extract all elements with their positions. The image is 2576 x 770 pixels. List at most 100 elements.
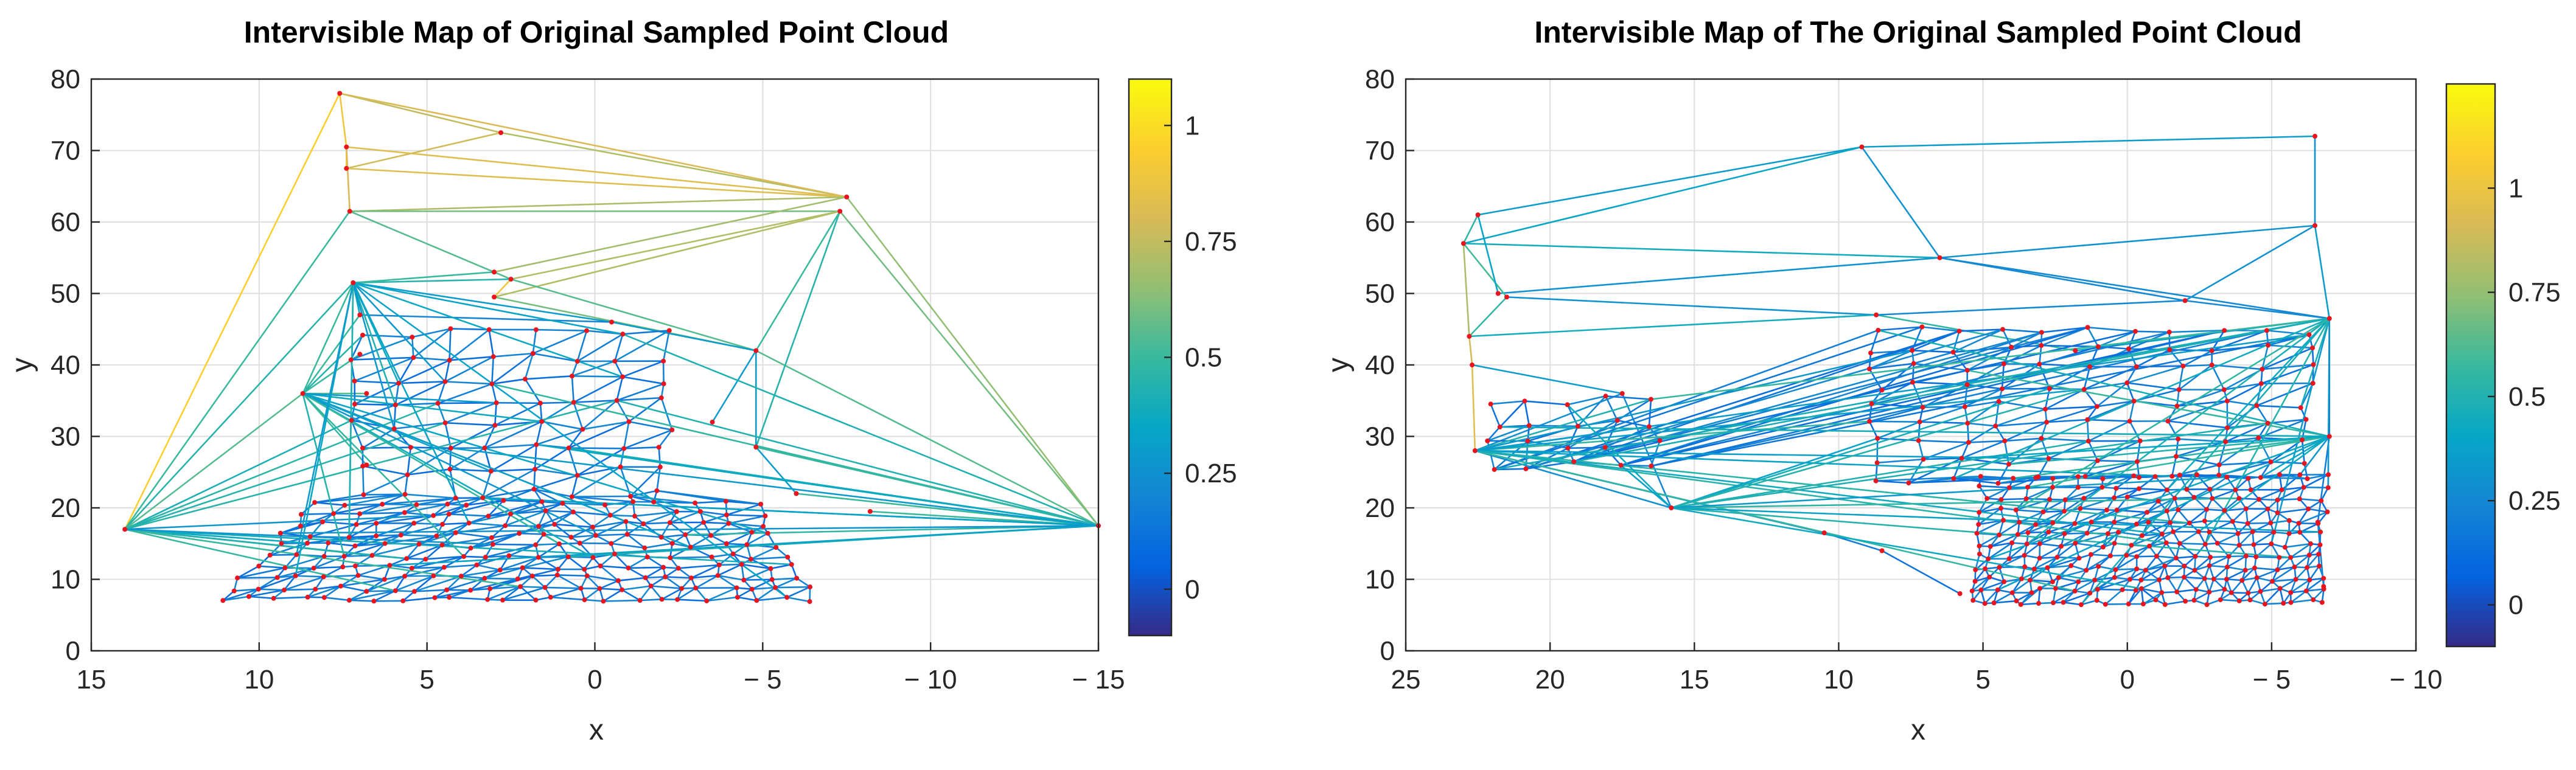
data-point <box>1916 438 1921 443</box>
edge <box>248 595 274 600</box>
edge <box>2011 579 2031 594</box>
data-point <box>468 588 473 593</box>
edge <box>775 577 797 589</box>
data-point <box>2169 473 2175 479</box>
edge <box>2177 509 2190 524</box>
edge <box>502 586 521 601</box>
chart-2-edges <box>1462 135 2331 606</box>
edge <box>532 330 587 355</box>
chart-1-x-ticks: 15 10 5 0− 5− 10− 15 <box>77 642 1125 695</box>
data-point <box>2163 540 2169 546</box>
edge <box>1989 576 2005 583</box>
edge <box>1621 331 2170 467</box>
edge <box>2086 555 2111 571</box>
data-point <box>409 566 414 571</box>
edge <box>1998 520 2005 535</box>
edge <box>1961 435 2330 459</box>
edge <box>2064 532 2087 535</box>
data-point <box>2006 556 2012 561</box>
data-point <box>626 419 632 425</box>
data-point <box>651 499 657 505</box>
edge <box>726 514 766 517</box>
data-point <box>593 533 599 538</box>
edge <box>340 585 367 592</box>
edge <box>371 543 386 557</box>
data-point <box>331 511 337 516</box>
edge <box>1524 400 1568 406</box>
edge <box>517 568 559 580</box>
edge <box>599 588 623 591</box>
edge <box>522 567 558 571</box>
edge <box>614 361 624 378</box>
edge <box>592 514 611 528</box>
chart-1-y-axis-label: y <box>6 358 38 372</box>
edge <box>345 147 351 212</box>
data-point <box>294 552 299 557</box>
data-point <box>2182 298 2188 303</box>
edge <box>2308 508 2328 513</box>
edge <box>302 393 345 557</box>
edge <box>2306 577 2324 592</box>
data-point <box>2145 510 2150 515</box>
data-point <box>2076 555 2082 561</box>
edge <box>2303 463 2308 479</box>
data-point <box>2181 574 2187 580</box>
data-point <box>282 565 288 571</box>
data-point <box>404 556 410 561</box>
data-point <box>2316 521 2321 526</box>
edge <box>651 585 682 589</box>
edge <box>2058 577 2079 583</box>
data-point <box>2177 473 2182 478</box>
data-point <box>351 280 356 285</box>
edge <box>344 503 383 507</box>
edge <box>2005 437 2042 442</box>
edge <box>1605 395 1618 421</box>
data-point <box>1998 497 2004 502</box>
edge <box>2140 588 2145 605</box>
data-point <box>2112 495 2117 501</box>
data-point <box>2317 542 2323 547</box>
edge <box>2299 498 2322 502</box>
y-tick-label: 60 <box>1365 207 1395 237</box>
edge <box>616 400 1099 527</box>
edge <box>2011 331 2042 349</box>
data-point <box>2054 555 2060 560</box>
data-point <box>2321 586 2326 592</box>
edge <box>2058 569 2087 578</box>
data-point <box>434 533 439 539</box>
data-point <box>2073 348 2078 353</box>
edge <box>2267 418 2306 425</box>
edge <box>1967 400 2000 424</box>
edge <box>1566 404 1672 508</box>
edge <box>568 447 624 449</box>
edge <box>2260 435 2330 479</box>
data-point <box>2210 496 2215 501</box>
edge <box>2314 225 2330 319</box>
data-point <box>501 498 506 503</box>
data-point <box>2246 476 2251 481</box>
edge <box>630 495 696 504</box>
edge <box>393 404 397 429</box>
edge <box>2003 578 2022 583</box>
edge <box>1671 498 2239 509</box>
data-point <box>2154 553 2159 559</box>
data-point <box>446 512 452 517</box>
edge <box>398 359 450 384</box>
data-point <box>488 468 494 474</box>
edge <box>2258 418 2306 439</box>
data-point <box>785 555 791 560</box>
edge <box>502 586 546 601</box>
data-point <box>668 555 673 561</box>
edge <box>1939 257 2185 302</box>
data-point <box>468 546 473 551</box>
data-point <box>2270 578 2275 584</box>
edge <box>1487 426 1501 442</box>
edge <box>661 588 682 600</box>
data-point <box>2088 552 2093 557</box>
edge <box>2034 557 2058 570</box>
edge <box>2193 488 2210 498</box>
data-point <box>1565 445 1571 451</box>
data-point <box>2288 600 2294 605</box>
edge <box>2084 382 2127 390</box>
edge <box>616 383 665 401</box>
